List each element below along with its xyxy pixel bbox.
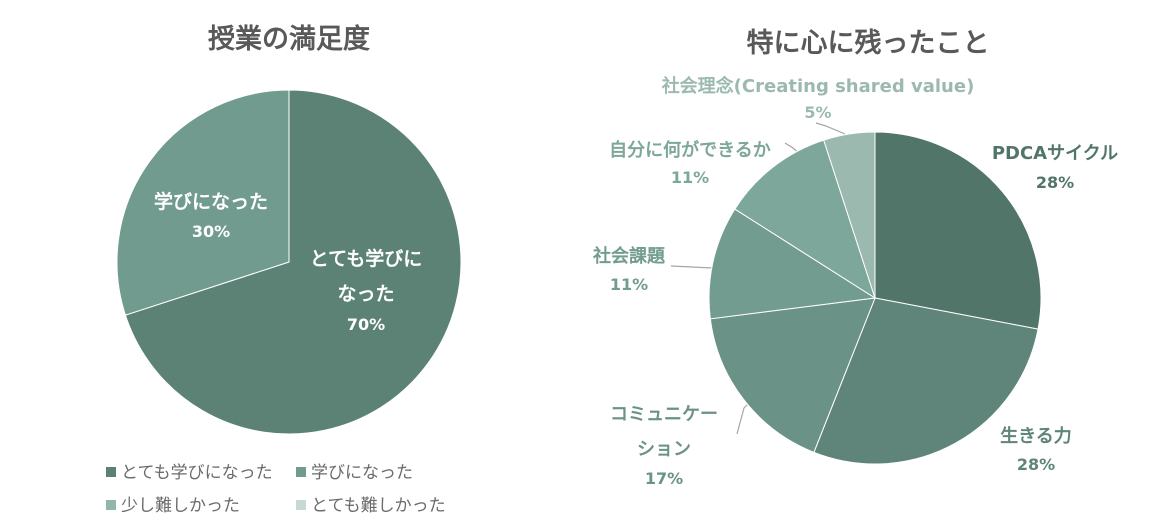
chart1-data-label-0-line-0: 学びになった: [154, 190, 268, 213]
chart2-data-label-2-pct: 17%: [645, 469, 683, 488]
chart1-data-label-1-pct: 70%: [347, 315, 385, 334]
chart2-data-label-1-pct: 28%: [1017, 455, 1055, 474]
chart2-slice-0: [874, 131, 1042, 330]
chart2-slice-4: [734, 139, 876, 300]
chart1-title: 授業の満足度: [208, 23, 370, 55]
chart1-data-label-0-pct: 30%: [192, 222, 230, 241]
chart1-slice-1: [116, 89, 290, 316]
legend-swatch-3: [296, 500, 306, 510]
chart2-data-label-3-pct: 11%: [610, 275, 648, 294]
chart2-slice-1: [813, 297, 1039, 465]
chart2-data-label-2-line-0: コミュニケー: [610, 404, 718, 425]
legend-label-1: 学びになった: [311, 463, 413, 483]
legend-label-3: とても難しかった: [311, 496, 446, 516]
chart2-data-label-0-line-0: PDCAサイクル: [992, 143, 1118, 164]
chart2-slices: [708, 131, 1042, 465]
chart1-slice-0: [124, 89, 462, 435]
chart2-slice-3: [708, 208, 877, 320]
legend-swatch-0: [106, 467, 116, 477]
legend-swatch-2: [106, 500, 116, 510]
chart2-slice-5: [823, 131, 876, 299]
chart2-data-label-4-pct: 11%: [671, 168, 709, 187]
chart2-data-label-1-line-0: 生きる力: [1000, 425, 1072, 447]
chart2-data-label-5-line-0: 社会理念(Creating shared value): [662, 75, 975, 97]
chart1-slices: [116, 89, 462, 435]
legend-label-2: 少し難しかった: [121, 496, 240, 516]
chart2-data-label-0-pct: 28%: [1036, 173, 1074, 192]
legend-label-0: とても学びになった: [121, 463, 273, 483]
chart2-data-label-5-pct: 5%: [804, 103, 831, 122]
chart2-leader-line-0: [670, 265, 714, 269]
legend-swatch-1: [296, 467, 306, 477]
chart2-data-label-4-line-0: 自分に何ができるか: [609, 139, 771, 161]
chart1-data-labels: 学びになった 30% とても学びになった 70%: [154, 190, 422, 334]
chart2-slice-2: [709, 297, 876, 453]
chart2-leader-line-3: [815, 122, 846, 135]
chart1-data-label-1-line-1: なった: [337, 283, 394, 305]
chart2-data-label-3-line-0: 社会課題: [593, 245, 666, 267]
chart1-data-label-1-line-0: とても学びに: [310, 247, 422, 270]
chart2-data-label-2-line-1: ション: [637, 439, 691, 460]
chart2-title: 特に心に残ったこと: [747, 28, 990, 59]
